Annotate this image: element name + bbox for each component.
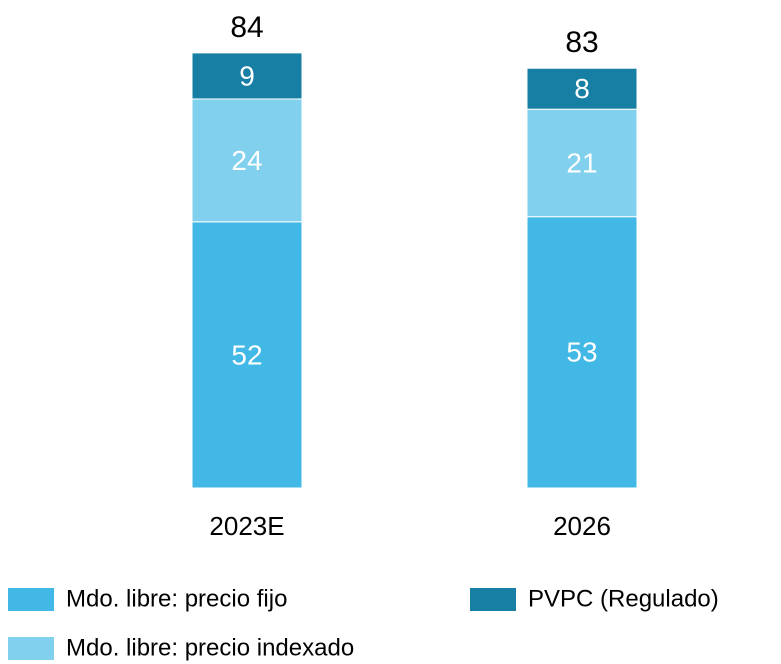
bar-segment xyxy=(191,221,303,489)
legend-swatch xyxy=(470,588,516,611)
bar-segment xyxy=(191,98,303,223)
value-label: 24 xyxy=(231,145,262,176)
legend-swatch xyxy=(8,588,54,611)
legend-label: Mdo. libre: precio fijo xyxy=(66,585,287,612)
legend-swatch xyxy=(8,637,54,660)
x-tick-label: 2026 xyxy=(553,511,611,541)
value-label: 53 xyxy=(566,337,597,368)
value-label: 21 xyxy=(566,147,597,178)
bar-segment xyxy=(526,108,638,218)
value-label: 9 xyxy=(239,60,255,91)
value-label: 8 xyxy=(574,73,590,104)
bar-segment xyxy=(191,52,303,100)
total-label: 84 xyxy=(230,11,263,44)
bar-segment xyxy=(526,216,638,489)
legend-label: PVPC (Regulado) xyxy=(528,585,719,612)
x-tick-label: 2023E xyxy=(209,511,284,541)
bar-segment xyxy=(526,67,638,110)
legend-label: Mdo. libre: precio indexado xyxy=(66,634,354,661)
value-label: 52 xyxy=(231,339,262,370)
total-label: 83 xyxy=(565,26,598,59)
